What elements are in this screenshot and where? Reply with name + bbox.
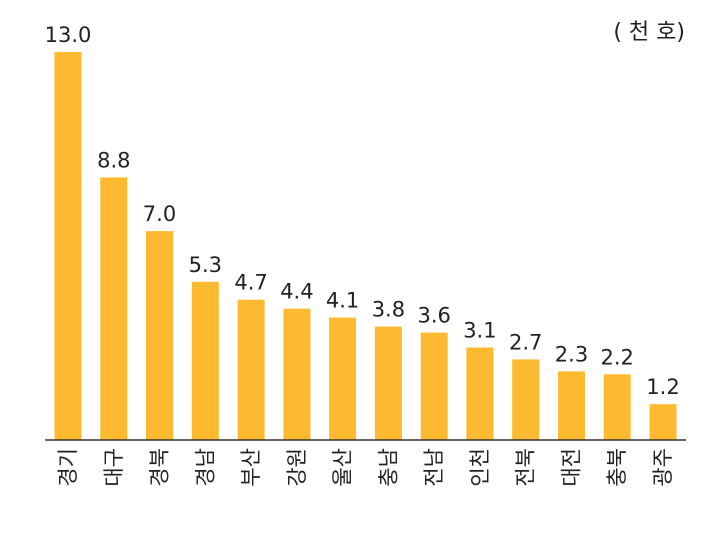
bar-인천 — [466, 347, 494, 440]
bar-경기 — [54, 52, 82, 440]
category-label: 강원 — [285, 448, 309, 487]
value-label: 3.6 — [417, 304, 450, 328]
value-label: 4.7 — [234, 271, 267, 295]
category-label: 경남 — [193, 448, 217, 487]
value-label: 8.8 — [97, 148, 130, 172]
value-label: 3.1 — [463, 319, 496, 343]
category-label: 대구 — [102, 448, 126, 487]
value-label: 2.2 — [600, 345, 633, 369]
bar-부산 — [237, 299, 265, 440]
value-label: 3.8 — [372, 298, 405, 322]
value-label: 2.7 — [509, 330, 542, 354]
bar-전북 — [512, 359, 540, 440]
category-labels-group: 경기 대구 경북 경남 부산 강원 울산 충남 전남 인천 전북 대전 충북 광주 — [56, 448, 675, 487]
bar-대전 — [558, 371, 585, 440]
category-label: 충남 — [376, 448, 400, 487]
category-label: 경북 — [148, 448, 172, 487]
value-label: 4.4 — [280, 280, 313, 304]
bar-울산 — [329, 317, 357, 440]
category-label: 전남 — [422, 448, 446, 487]
category-label: 부산 — [239, 448, 263, 487]
value-label: 2.3 — [555, 342, 588, 366]
value-label: 5.3 — [189, 253, 222, 277]
bar-경북 — [146, 231, 173, 440]
unit-label: ( 천 호) — [613, 20, 685, 45]
bar-광주 — [649, 404, 677, 440]
category-label: 충북 — [605, 448, 629, 487]
bars-group — [54, 52, 677, 440]
value-labels-group: 13.0 8.8 7.0 5.3 4.7 4.4 4.1 3.8 3.6 3.1 2.7 2.3 2.2… — [45, 23, 680, 399]
category-label: 광주 — [651, 448, 675, 487]
value-label: 1.2 — [646, 375, 679, 399]
bar-강원 — [283, 308, 311, 440]
category-label: 전북 — [514, 448, 538, 487]
value-label: 4.1 — [326, 289, 359, 313]
value-label: 7.0 — [143, 202, 176, 226]
bar-충북 — [603, 374, 631, 440]
bar-전남 — [420, 332, 448, 440]
value-label: 13.0 — [45, 23, 92, 47]
bar-대구 — [100, 177, 128, 440]
bar-경남 — [191, 281, 219, 440]
bar-충남 — [374, 326, 402, 440]
category-label: 울산 — [331, 448, 355, 487]
category-label: 대전 — [560, 448, 584, 487]
category-label: 경기 — [56, 448, 80, 487]
category-label: 인천 — [468, 448, 492, 487]
